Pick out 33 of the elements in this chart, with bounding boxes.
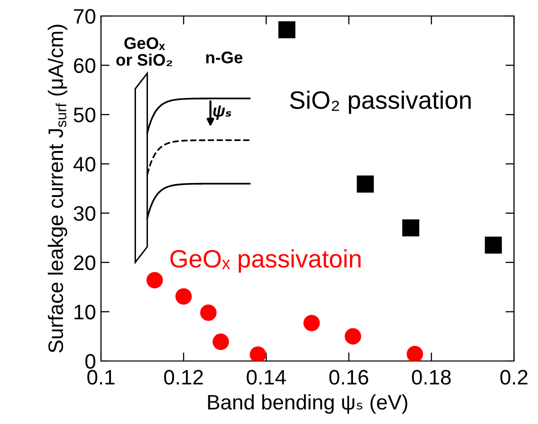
x-tick-label: 0.2 [500,370,528,385]
point [303,314,320,332]
x-tick-label: 0.16 [329,370,368,385]
y-tick-label: 40 [73,156,96,172]
y-axis-title: Surface leakge current J$_{surf}$ (μA/cm) [48,24,68,353]
point [278,21,296,38]
x-tick-label: 0.1 [87,370,114,385]
annotation: n-Ge [206,52,242,64]
point [402,219,420,236]
x-tick-label: 0.14 [246,370,286,385]
y-tick-label: 50 [74,108,96,122]
annotation: ψₛ [213,106,232,120]
y-tick-label: 0 [85,354,96,369]
point [146,272,163,288]
legend-label: SiO₂ passivation [290,90,471,114]
point [406,346,424,361]
point [484,236,502,254]
y-tick-label: 10 [74,304,96,320]
x-tick-label: 0.12 [164,370,203,385]
point [250,346,266,361]
x-axis-title: Band bending ψₛ (eV) [208,394,408,414]
annotation: GeOₓ or SiO₂ [116,37,172,66]
y-tick-label: 30 [74,206,96,221]
point [175,288,192,305]
series-label: GeOₓ passivatoin [170,249,361,273]
point [200,304,217,321]
y-tick-label: 20 [74,255,96,270]
point [344,328,362,345]
y-tick-label: 60 [74,58,96,74]
y-tick-label: 70 [74,9,96,24]
point [356,176,374,193]
x-tick-label: 0.18 [412,370,451,385]
point [212,334,229,350]
